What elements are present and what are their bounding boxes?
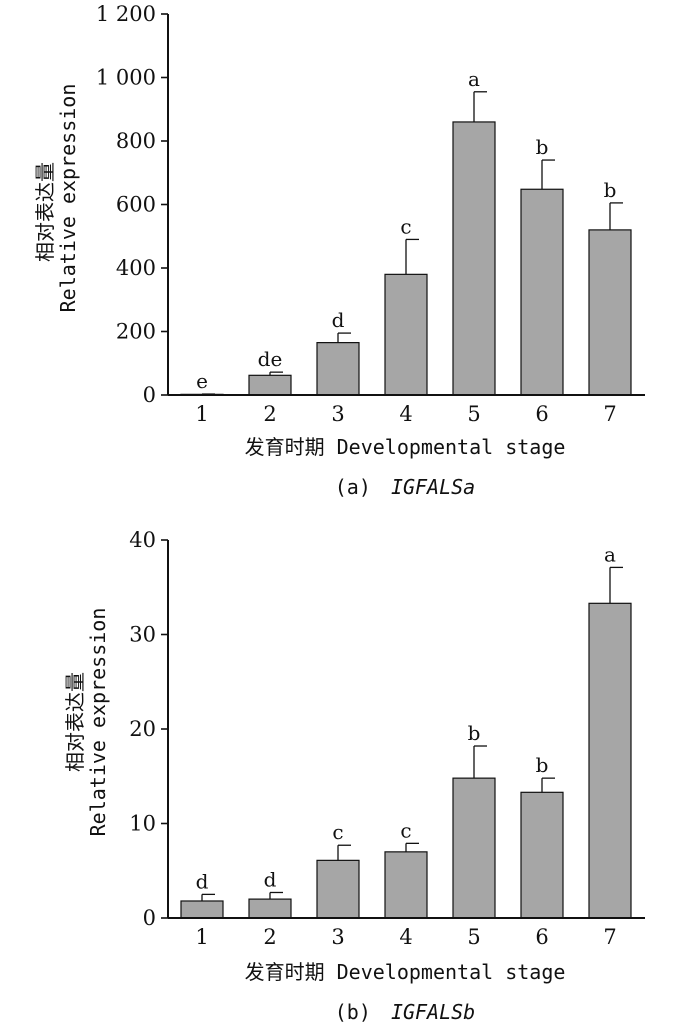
- bar: [248, 374, 292, 396]
- x-tick-label: 4: [399, 925, 412, 949]
- panel-a-caption-gene: IGFALSa: [391, 475, 475, 499]
- bar: [452, 121, 496, 396]
- x-tick-label: 4: [399, 402, 412, 426]
- y-tick-label: 400: [116, 256, 156, 280]
- y-tick-label: 20: [129, 717, 156, 741]
- panel-b-xlabel: 发育时期 Developmental stage: [245, 960, 566, 984]
- bar: [384, 851, 428, 919]
- panel-a-caption-prefix: (a): [335, 475, 371, 499]
- x-tick-label: 1: [195, 925, 208, 949]
- significance-letter: a: [468, 67, 480, 91]
- significance-letter: b: [536, 135, 549, 159]
- bar: [180, 900, 224, 919]
- y-tick-label: 10: [129, 812, 156, 836]
- significance-letter: c: [400, 214, 411, 238]
- panel-b-caption: (b) IGFALSb: [335, 1000, 475, 1024]
- y-tick-label: 1 000: [96, 66, 156, 90]
- x-tick-label: 7: [603, 402, 616, 426]
- panel-b-caption-prefix: (b): [335, 1000, 371, 1024]
- significance-letter: d: [196, 869, 209, 893]
- significance-letter: b: [468, 721, 481, 745]
- panel-a-caption: (a) IGFALSa: [335, 475, 475, 499]
- significance-letter: b: [604, 178, 617, 202]
- y-tick-label: 30: [129, 623, 156, 647]
- y-tick-label: 40: [129, 528, 156, 552]
- y-tick-label: 800: [116, 129, 156, 153]
- bar: [248, 898, 292, 919]
- x-tick-label: 7: [603, 925, 616, 949]
- panel-a-error-bars: [201, 91, 623, 395]
- significance-letter: d: [332, 308, 345, 332]
- significance-letter: c: [400, 818, 411, 842]
- x-tick-label: 6: [535, 402, 548, 426]
- bar: [588, 602, 632, 919]
- panel-b-ylabel-en: Relative expression: [86, 608, 110, 837]
- bar: [316, 342, 360, 396]
- panel-b-error-bars: [201, 566, 623, 901]
- panel-a-ylabel-en: Relative expression: [56, 84, 80, 313]
- y-tick-label: 1 200: [96, 2, 156, 26]
- panel-a-xlabel: 发育时期 Developmental stage: [245, 435, 566, 459]
- panel-a-bars: [180, 121, 632, 396]
- bar: [384, 273, 428, 396]
- y-tick-label: 600: [116, 193, 156, 217]
- x-tick-label: 5: [467, 402, 480, 426]
- y-tick-label: 0: [143, 383, 156, 407]
- panel-a-ticks: 1 2 3 4 5 6 7 0 200 400 600 800 1 000 1 200: [96, 2, 617, 426]
- x-tick-label: 2: [263, 402, 276, 426]
- significance-letter: a: [604, 542, 616, 566]
- significance-letter: d: [264, 867, 277, 891]
- panel-b-bars: [180, 602, 632, 919]
- bar: [316, 859, 360, 919]
- significance-letter: e: [196, 369, 208, 393]
- bar: [520, 791, 564, 919]
- bar: [452, 777, 496, 919]
- x-tick-label: 2: [263, 925, 276, 949]
- y-tick-label: 0: [143, 906, 156, 930]
- x-tick-label: 1: [195, 402, 208, 426]
- y-tick-label: 200: [116, 320, 156, 344]
- significance-letter: de: [258, 347, 283, 371]
- x-tick-label: 6: [535, 925, 548, 949]
- x-tick-label: 3: [331, 402, 344, 426]
- panel-b-significance-letters: d d c c b b a: [196, 542, 616, 893]
- x-tick-label: 5: [467, 925, 480, 949]
- bar: [588, 229, 632, 396]
- panel-b-ylabel-cn: 相对表达量: [63, 672, 87, 772]
- panel-b-ticks: 1 2 3 4 5 6 7 0 10 20 30 40: [129, 528, 616, 949]
- panel-b-caption-gene: IGFALSb: [391, 1000, 475, 1024]
- significance-letter: c: [332, 820, 343, 844]
- panel-b-chart: d d c c b b a 1 2 3 4 5 6 7 0 10 20 30 40 相对表达量 Relative …: [63, 528, 645, 1024]
- bar: [520, 188, 564, 396]
- x-tick-label: 3: [331, 925, 344, 949]
- panel-a-significance-letters: e de d c a b b: [196, 67, 616, 393]
- panel-a-ylabel-cn: 相对表达量: [33, 162, 57, 262]
- significance-letter: b: [536, 753, 549, 777]
